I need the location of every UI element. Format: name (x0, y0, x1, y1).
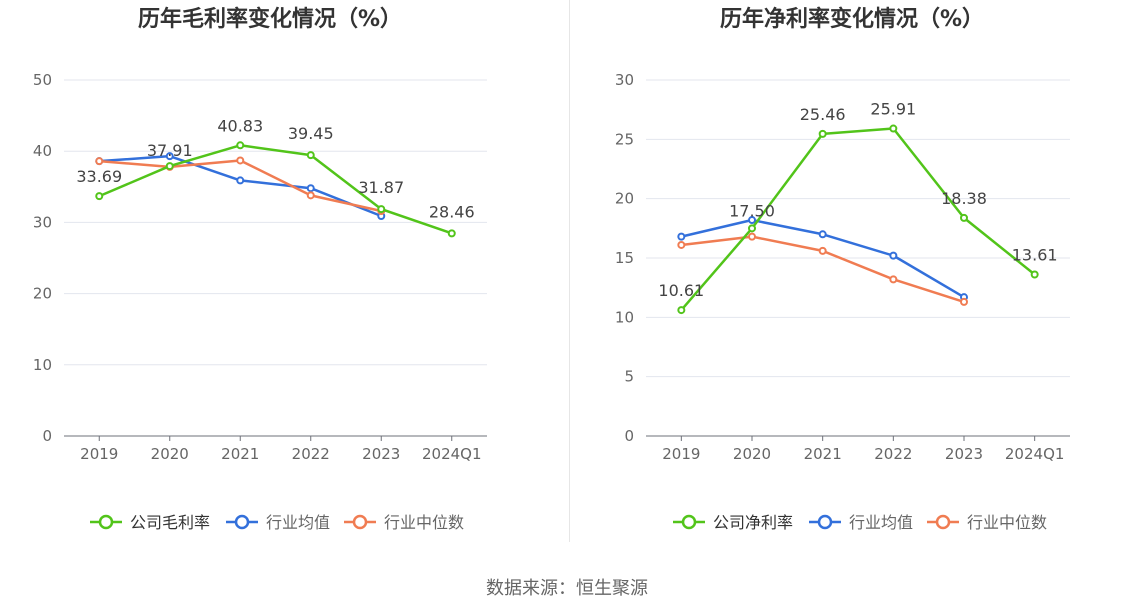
data-point-company (818, 129, 827, 138)
legend-marker-icon (817, 514, 833, 530)
data-point-company (306, 151, 315, 160)
gross-margin-chart: 历年毛利率变化情况（%） 0 10 20 30 40 50 2019 2020 2021 2022 2… (33, 6, 487, 532)
data-point-company (165, 162, 174, 171)
legend-marker-icon (681, 514, 697, 530)
data-point-median (677, 240, 686, 249)
x-tick-label: 2022 (292, 445, 330, 463)
data-point-company (889, 124, 898, 133)
data-point-median (236, 156, 245, 165)
y-tick-label: 30 (615, 71, 634, 89)
y-tick-label: 40 (33, 142, 52, 160)
y-tick-label: 0 (42, 427, 52, 445)
y-tick-label: 10 (33, 356, 52, 374)
data-point-average (818, 230, 827, 239)
legend-item-average: 行业均值 (809, 513, 913, 532)
y-tick-label: 15 (615, 249, 634, 267)
y-tick-label: 20 (33, 285, 52, 303)
x-tick-label: 2022 (874, 445, 912, 463)
y-tick-label: 0 (624, 427, 634, 445)
x-tick-label: 2024Q1 (422, 445, 482, 463)
data-point-median (889, 275, 898, 284)
data-point-average (748, 216, 756, 225)
data-point-company (1030, 270, 1039, 279)
x-tick-label: 2021 (804, 445, 842, 463)
data-point-company (447, 229, 456, 238)
series-line-company (98, 144, 453, 235)
x-tick-label: 2019 (80, 445, 118, 463)
legend-label: 行业均值 (266, 513, 330, 532)
y-tick-label: 25 (615, 130, 634, 148)
x-tick-label: 2020 (151, 445, 189, 463)
legend-item-median: 行业中位数 (927, 513, 1047, 532)
legend-label: 公司毛利率 (130, 513, 210, 532)
data-point-company (377, 205, 386, 214)
data-point-company (960, 213, 968, 222)
net-margin-chart: 历年净利率变化情况（%） 0 5 10 15 20 25 30 2019 2020 2021 2022… (615, 6, 1070, 532)
data-point-company (236, 141, 245, 150)
x-tick-label: 2021 (221, 445, 259, 463)
data-label: 25.91 (870, 100, 916, 119)
data-point-average (165, 152, 174, 161)
data-point-company (677, 306, 686, 315)
y-tick-label: 30 (33, 213, 52, 231)
data-label: 28.46 (429, 202, 475, 221)
legend-item-company: 公司毛利率 (90, 513, 210, 532)
y-tick-label: 10 (615, 308, 634, 326)
data-point-average (236, 176, 245, 185)
data-point-company (95, 192, 104, 201)
data-label: 39.45 (288, 124, 334, 143)
legend-item-company: 公司净利率 (673, 513, 793, 532)
legend-marker-icon (352, 514, 368, 530)
legend-label: 行业均值 (849, 513, 913, 532)
y-tick-label: 20 (615, 190, 634, 208)
data-label: 10.61 (658, 281, 704, 300)
chart-title: 历年净利率变化情况（%） (720, 6, 984, 32)
series-line-median (681, 235, 965, 304)
chart-title: 历年毛利率变化情况（%） (138, 6, 402, 32)
data-label: 17.50 (729, 201, 775, 220)
data-point-median (95, 157, 104, 166)
legend-marker-icon (935, 514, 951, 530)
data-point-average (889, 251, 898, 260)
data-label: 31.87 (358, 178, 404, 197)
data-label: 13.61 (1012, 245, 1058, 264)
series-line-company (680, 127, 1036, 311)
legend-item-average: 行业均值 (226, 513, 330, 532)
data-label: 37.91 (147, 141, 193, 160)
y-tick-label: 50 (33, 71, 52, 89)
data-label: 33.69 (76, 167, 122, 186)
legend-marker-icon (98, 514, 114, 530)
legend-marker-icon (234, 514, 250, 530)
data-point-average (306, 184, 315, 193)
x-tick-label: 2020 (733, 445, 771, 463)
legend-label: 行业中位数 (384, 513, 464, 532)
data-point-company (748, 224, 756, 233)
panel-divider (569, 0, 570, 542)
x-tick-label: 2019 (662, 445, 700, 463)
x-tick-label: 2024Q1 (1005, 445, 1065, 463)
data-label: 18.38 (941, 189, 987, 208)
legend-label: 行业中位数 (967, 513, 1047, 532)
data-point-median (306, 191, 315, 200)
data-point-average (677, 232, 686, 241)
series-line-median (99, 159, 382, 213)
x-tick-label: 2023 (362, 445, 400, 463)
data-source-note: 数据来源：恒生聚源 (486, 578, 648, 599)
legend-label: 公司净利率 (713, 513, 793, 532)
data-point-median (748, 232, 756, 241)
x-tick-label: 2023 (945, 445, 983, 463)
data-point-median (960, 297, 968, 306)
data-label: 40.83 (217, 116, 263, 135)
y-tick-label: 5 (624, 368, 634, 386)
legend-item-median: 行业中位数 (344, 513, 464, 532)
data-label: 25.46 (800, 105, 846, 124)
data-point-median (818, 246, 827, 255)
